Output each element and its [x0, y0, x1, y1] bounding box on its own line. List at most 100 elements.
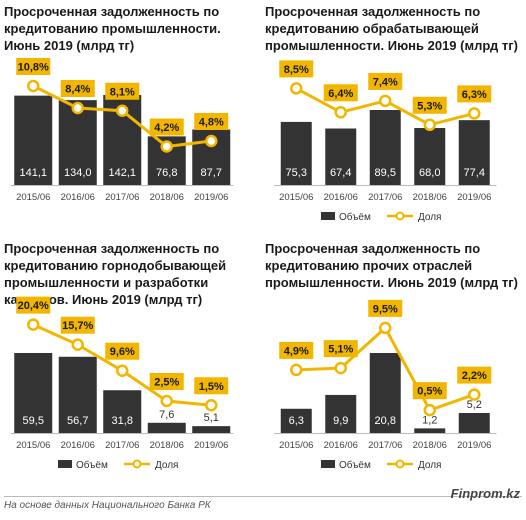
x-tick-label: 2016/06: [61, 192, 95, 203]
chart-svg: 75,3 67,4 89,5 68,0 77,4 8,5% 6,4% 7,4% 5,3% 6,3%…: [274, 60, 497, 223]
share-point: [468, 388, 481, 401]
bar-value-label: 7,6: [159, 409, 174, 421]
bar: [280, 408, 312, 433]
bar: [14, 95, 53, 185]
share-value-label: 2,5%: [154, 377, 179, 389]
x-tick-label: 2017/06: [105, 440, 139, 451]
x-tick-label: 2016/06: [61, 440, 95, 451]
bar-value-label: 142,1: [108, 167, 136, 179]
share-value-label: 4,9%: [284, 345, 309, 357]
share-badge: [412, 96, 447, 114]
chart-title: Просроченная задолженность по кредитован…: [265, 4, 518, 53]
x-tick-label: 2018/06: [150, 192, 184, 203]
x-tick-label: 2015/06: [279, 440, 313, 451]
share-point: [71, 338, 84, 351]
share-badge: [457, 366, 492, 384]
share-point: [334, 361, 347, 375]
bar: [414, 428, 446, 433]
chart-title: Просроченная задолженность по кредитован…: [265, 241, 518, 290]
share-point: [205, 134, 218, 148]
share-value-label: 7,4%: [373, 76, 398, 88]
chart-svg: 141,1 134,0 142,1 76,8 87,7 10,8% 8,4% 8,1% 4,2%…: [11, 58, 234, 203]
share-value-label: 8,4%: [65, 84, 90, 96]
bar: [458, 120, 490, 185]
share-value-label: 9,6%: [110, 346, 135, 358]
bar-value-label: 20,8: [375, 415, 396, 427]
share-point: [71, 101, 84, 115]
chart-panel-2: Просроченная задолженность по кредитован…: [263, 0, 526, 240]
bar-value-label: 6,3: [289, 415, 304, 427]
bar-value-label: 77,4: [464, 167, 485, 179]
footer-divider: [4, 496, 522, 497]
bar-value-label: 5,2: [467, 399, 482, 411]
legend-label: Доля: [155, 460, 178, 471]
legend-bar-swatch: [321, 212, 335, 220]
x-tick-label: 2016/06: [324, 440, 358, 451]
share-value-label: 6,4%: [328, 88, 353, 100]
share-badge: [16, 296, 51, 314]
x-tick-label: 2015/06: [279, 192, 313, 203]
share-badge: [60, 80, 95, 97]
share-value-label: 10,8%: [18, 62, 49, 74]
share-point: [160, 140, 173, 153]
share-value-label: 6,3%: [462, 89, 487, 101]
legend-line-marker: [395, 211, 405, 221]
share-value-label: 5,1%: [328, 344, 353, 356]
bar-value-label: 9,9: [333, 415, 348, 427]
share-badge: [279, 60, 314, 78]
x-tick-label: 2018/06: [150, 440, 184, 451]
chart-title: Просроченная задолженность по кредитован…: [4, 4, 221, 53]
share-point: [379, 321, 392, 335]
bar: [147, 422, 186, 433]
share-point: [290, 82, 303, 95]
bar-value-label: 75,3: [286, 167, 307, 179]
bar: [369, 110, 401, 185]
x-tick-label: 2017/06: [368, 440, 402, 451]
share-badge: [194, 377, 229, 395]
x-tick-label: 2017/06: [105, 192, 139, 203]
bar: [458, 413, 490, 433]
share-badge: [457, 85, 492, 103]
share-value-label: 0,5%: [417, 386, 442, 398]
share-badge: [323, 84, 358, 102]
legend-label: Доля: [418, 460, 441, 471]
x-tick-label: 2019/06: [457, 192, 491, 203]
bar-value-label: 31,8: [112, 415, 133, 427]
legend-line-marker: [132, 459, 142, 469]
bar-value-label: 59,5: [23, 415, 44, 427]
bar: [280, 121, 312, 185]
x-tick-label: 2016/06: [324, 192, 358, 203]
bar-value-label: 87,7: [201, 167, 222, 179]
bar: [14, 353, 53, 433]
bar: [58, 100, 97, 185]
share-point: [160, 394, 173, 408]
share-badge: [368, 72, 403, 90]
share-badge: [412, 382, 447, 400]
x-tick-label: 2019/06: [194, 440, 228, 451]
legend-label: Доля: [418, 212, 441, 223]
share-point: [468, 107, 481, 120]
x-tick-label: 2018/06: [413, 440, 447, 451]
bar: [103, 390, 142, 433]
share-point: [423, 118, 436, 132]
bar: [369, 353, 401, 433]
share-value-label: 8,1%: [110, 86, 135, 98]
share-badge: [279, 341, 314, 359]
bar-value-label: 134,0: [64, 167, 92, 179]
legend-bar-swatch: [321, 460, 335, 468]
bar-value-label: 5,1: [204, 412, 219, 424]
x-tick-label: 2015/06: [16, 192, 50, 203]
share-value-label: 4,2%: [154, 122, 179, 134]
share-value-label: 1,5%: [199, 381, 224, 393]
legend-label: Объём: [339, 459, 371, 471]
legend-label: Объём: [76, 459, 108, 471]
share-badge: [105, 82, 140, 100]
x-tick-label: 2015/06: [16, 440, 50, 451]
x-tick-label: 2017/06: [368, 192, 402, 203]
share-point: [379, 94, 392, 108]
share-badge: [194, 113, 229, 130]
chart-panel-3: Просроченная задолженность по кредитован…: [0, 240, 263, 490]
footer-brand: Finprom.kz: [450, 486, 520, 501]
share-point: [27, 318, 40, 331]
share-point: [205, 399, 218, 412]
